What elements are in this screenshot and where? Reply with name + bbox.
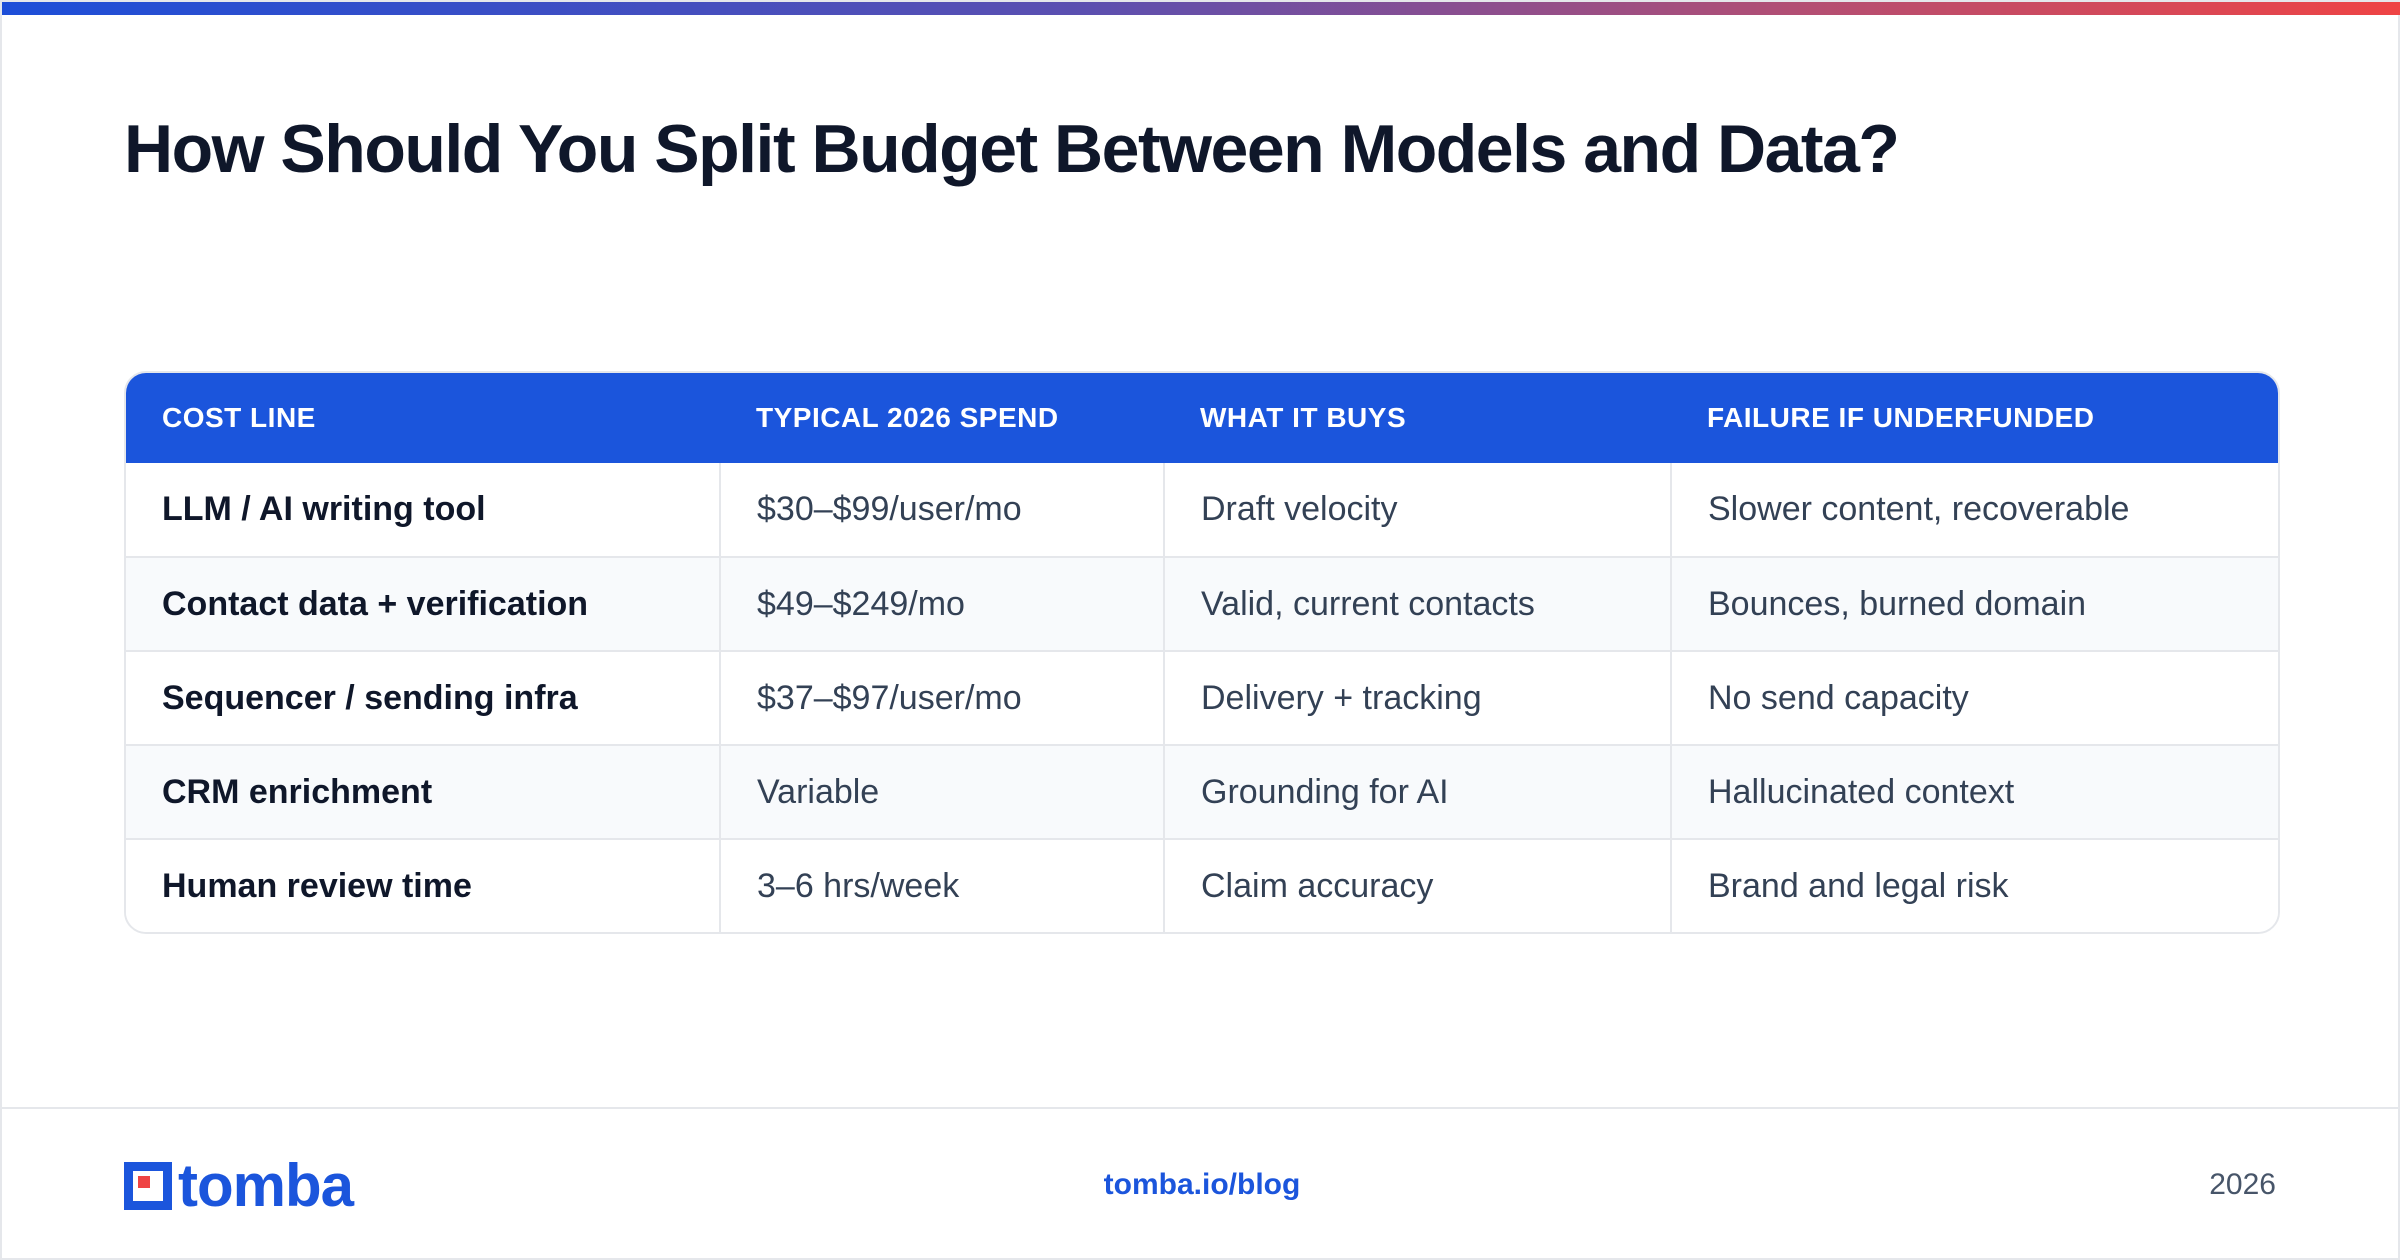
header-failure-if-underfunded: FAILURE IF UNDERFUNDED: [1707, 402, 2095, 433]
cell-spend: $49–$249/mo: [719, 556, 1164, 651]
logo-wordmark: tomba: [178, 1152, 354, 1219]
cell-cost-line: Human review time: [126, 838, 720, 932]
header-what-it-buys: WHAT IT BUYS: [1200, 402, 1407, 433]
cell-buys: Delivery + tracking: [1163, 650, 1671, 745]
table-row: CRM enrichment Variable Grounding for AI…: [126, 744, 2278, 839]
cell-cost-line: Sequencer / sending infra: [126, 650, 720, 745]
table-row: Human review time 3–6 hrs/week Claim acc…: [126, 838, 2278, 932]
tomba-logo-icon: [124, 1162, 172, 1210]
cell-buys: Valid, current contacts: [1163, 556, 1671, 651]
table-row: Contact data + verification $49–$249/mo …: [126, 556, 2278, 651]
blog-link[interactable]: tomba.io/blog: [1103, 1168, 1301, 1201]
footer-year: 2026: [2209, 1168, 2276, 1201]
cell-failure: Brand and legal risk: [1670, 838, 2278, 932]
cell-cost-line: CRM enrichment: [126, 744, 720, 839]
cell-failure: Hallucinated context: [1670, 744, 2278, 839]
table-header-row: COST LINE TYPICAL 2026 SPEND WHAT IT BUY…: [126, 373, 2278, 463]
cell-buys: Draft velocity: [1163, 463, 1671, 557]
cell-failure: Slower content, recoverable: [1670, 463, 2278, 557]
cell-cost-line: Contact data + verification: [126, 556, 720, 651]
cell-spend: $30–$99/user/mo: [719, 463, 1164, 557]
cell-buys: Claim accuracy: [1163, 838, 1671, 932]
page-title: How Should You Split Budget Between Mode…: [124, 111, 1900, 187]
footer-divider: [2, 1107, 2400, 1109]
header-typical-spend: TYPICAL 2026 SPEND: [756, 402, 1059, 433]
cell-buys: Grounding for AI: [1163, 744, 1671, 839]
header-cost-line: COST LINE: [162, 402, 316, 433]
cell-spend: $37–$97/user/mo: [719, 650, 1164, 745]
budget-table-container: COST LINE TYPICAL 2026 SPEND WHAT IT BUY…: [124, 371, 2280, 934]
cell-spend: 3–6 hrs/week: [719, 838, 1164, 932]
budget-table: COST LINE TYPICAL 2026 SPEND WHAT IT BUY…: [126, 373, 2278, 932]
table-row: LLM / AI writing tool $30–$99/user/mo Dr…: [126, 463, 2278, 557]
cell-spend: Variable: [719, 744, 1164, 839]
cell-failure: Bounces, burned domain: [1670, 556, 2278, 651]
gradient-top-bar: [2, 2, 2400, 15]
cell-cost-line: LLM / AI writing tool: [162, 490, 486, 528]
tomba-logo[interactable]: tomba: [124, 1156, 354, 1216]
cell-failure: No send capacity: [1670, 650, 2278, 745]
table-row: Sequencer / sending infra $37–$97/user/m…: [126, 650, 2278, 745]
